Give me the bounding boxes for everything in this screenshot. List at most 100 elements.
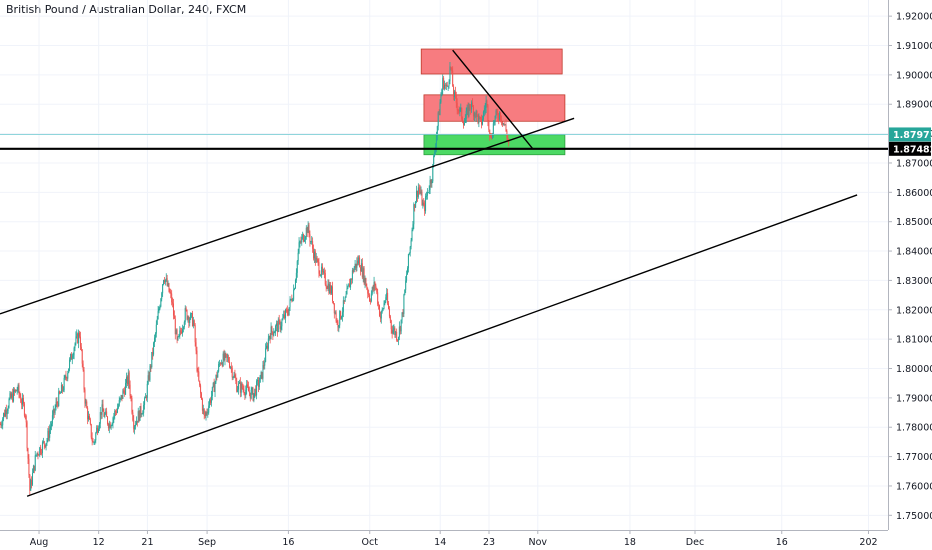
candle — [46, 440, 48, 444]
candle — [402, 312, 404, 314]
candle — [430, 180, 432, 184]
candle — [411, 230, 413, 241]
candle — [352, 270, 354, 272]
time-axis[interactable]: Aug 12 21 Sep 16 Oct 14 23 Nov 18 Dec 16 202 — [0, 530, 932, 550]
candle — [41, 452, 43, 454]
candle — [299, 241, 301, 243]
candle — [149, 365, 151, 380]
candle — [282, 317, 284, 320]
candle — [422, 202, 424, 206]
candle — [0, 424, 2, 426]
candle — [153, 342, 155, 355]
candle — [231, 367, 233, 378]
candle — [459, 107, 461, 112]
candle — [191, 313, 193, 314]
candle — [179, 330, 181, 335]
y-tick-label: 1.85000 — [896, 217, 932, 228]
candle — [289, 299, 291, 308]
candle — [164, 279, 166, 283]
candle — [500, 119, 502, 122]
candle — [307, 224, 309, 233]
candle — [264, 361, 266, 366]
candle — [353, 267, 355, 272]
candle — [36, 452, 38, 455]
candle — [388, 308, 390, 317]
price-axis[interactable]: 1.920001.910001.900001.890001.880001.870… — [888, 0, 932, 550]
candle — [427, 192, 429, 193]
candle — [475, 110, 477, 118]
candle — [280, 326, 282, 330]
candle — [485, 100, 487, 109]
candle — [462, 118, 464, 122]
candle — [359, 257, 361, 268]
candle — [99, 412, 101, 424]
candle — [453, 91, 455, 97]
level-price-label: 1.87482 — [893, 144, 932, 155]
candle — [379, 316, 381, 319]
candle — [452, 70, 454, 87]
candle — [163, 280, 165, 285]
descending-line-trendline[interactable] — [452, 49, 533, 149]
candle — [22, 398, 24, 404]
candle — [471, 102, 473, 110]
candle — [76, 333, 78, 337]
x-tick-label: Dec — [686, 537, 704, 548]
channel-upper-trendline[interactable] — [0, 117, 575, 315]
candle — [258, 382, 260, 387]
candle — [326, 287, 328, 289]
candle — [460, 107, 462, 109]
candle — [464, 119, 466, 123]
candle — [381, 309, 383, 312]
candle — [180, 330, 182, 332]
candle — [303, 239, 305, 242]
candle — [126, 376, 128, 385]
candle — [306, 227, 308, 233]
x-tick-label: 16 — [776, 537, 788, 548]
candle — [182, 329, 184, 334]
candle — [260, 371, 262, 376]
resistance-zone-2[interactable] — [423, 94, 566, 122]
resistance-zone-1[interactable] — [420, 48, 563, 75]
candle — [47, 430, 49, 441]
candle — [445, 84, 447, 86]
candle — [468, 104, 470, 116]
x-tick-label: 14 — [434, 537, 446, 548]
candle — [313, 248, 315, 259]
candle — [444, 84, 446, 86]
candle — [141, 414, 143, 416]
candle — [211, 386, 213, 396]
candle — [338, 325, 340, 328]
candle — [69, 354, 71, 360]
candle — [322, 266, 324, 272]
candle — [479, 116, 481, 118]
candle — [410, 240, 412, 247]
candle — [441, 89, 443, 96]
candle — [263, 364, 265, 366]
candle — [173, 315, 175, 319]
candle — [277, 319, 279, 333]
candle — [335, 312, 337, 322]
candle — [171, 293, 173, 303]
candle — [16, 390, 18, 392]
candle — [269, 336, 271, 340]
y-tick-label: 1.87000 — [896, 158, 932, 169]
candle — [202, 408, 204, 411]
candle — [1, 425, 3, 427]
candle — [37, 452, 39, 456]
candle — [426, 192, 428, 196]
candle — [461, 107, 463, 119]
candle — [420, 191, 422, 194]
candle — [292, 299, 294, 301]
candle — [351, 270, 353, 280]
candle — [294, 288, 296, 290]
candle — [439, 102, 441, 116]
candle — [154, 337, 156, 343]
candle — [139, 406, 141, 421]
price-axis-bg — [888, 0, 932, 550]
channel-lower-trendline[interactable] — [26, 194, 858, 497]
candle — [378, 305, 380, 317]
candle — [17, 385, 19, 391]
candle — [360, 263, 362, 272]
candle — [254, 388, 256, 394]
